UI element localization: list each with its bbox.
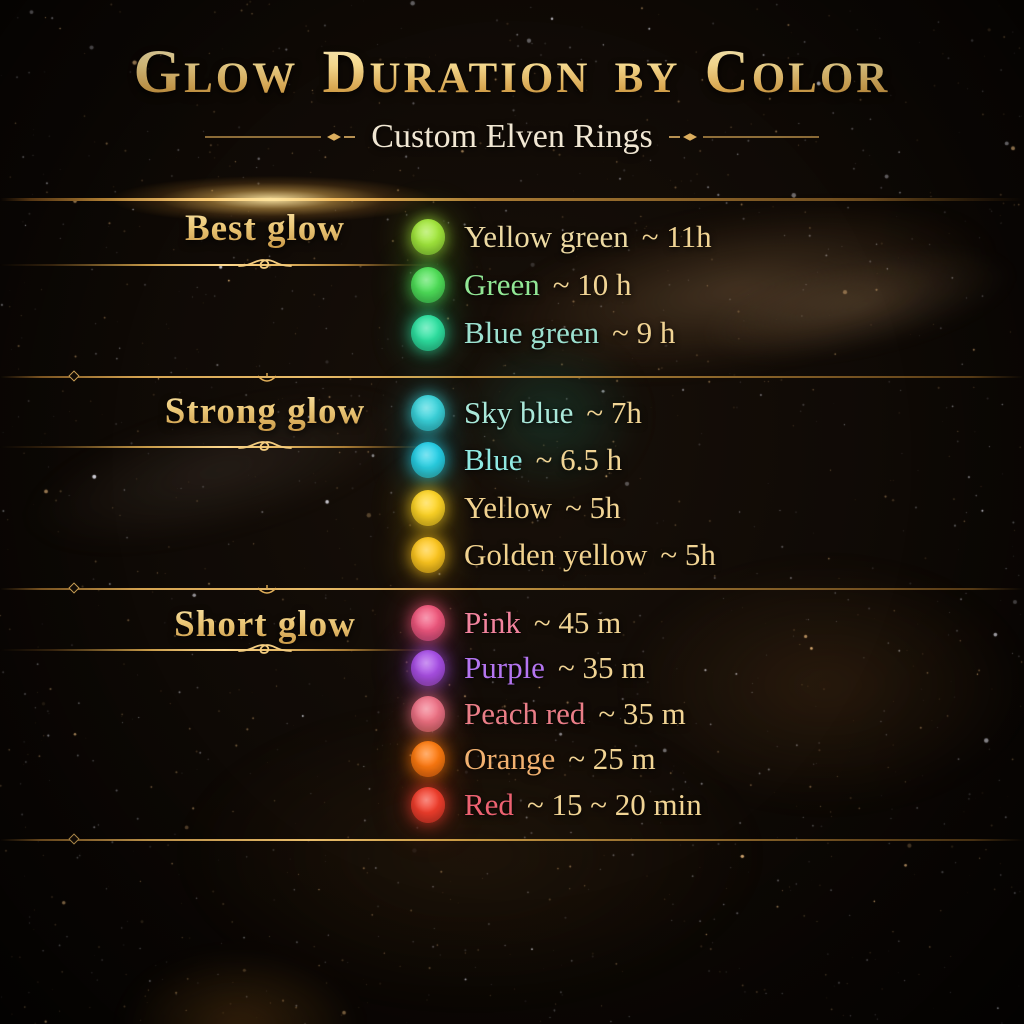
glow-dot-icon: [411, 695, 445, 732]
color-name: Yellow: [464, 489, 553, 525]
section-label: Best glow: [75, 207, 455, 250]
glow-dot-icon: [411, 537, 445, 574]
glow-duration: ~ 9 h: [612, 315, 676, 350]
glow-duration: ~ 11h: [641, 219, 712, 254]
glow-duration: ~ 15 ~ 20 min: [526, 786, 702, 822]
glow-duration: ~ 35 m: [598, 695, 686, 731]
glow-dot-icon: [411, 219, 445, 255]
color-row: Blue ~ 6.5 h: [411, 437, 716, 485]
divider: [0, 582, 1024, 594]
section-label: Short glow: [75, 603, 455, 646]
curl-icon: [238, 259, 292, 269]
color-name: Orange: [464, 741, 556, 777]
glow-dot-icon: [411, 650, 445, 687]
page-title: Glow Duration by Color: [0, 38, 1024, 108]
color-row: Red ~ 15 ~ 20 min: [411, 782, 702, 828]
subtitle-ornament-left: [205, 133, 356, 141]
color-row: Orange ~ 25 m: [411, 737, 702, 783]
color-name: Yellow green: [464, 219, 629, 254]
color-name: Blue: [464, 442, 523, 478]
color-row: Peach red ~ 35 m: [411, 691, 702, 737]
section-label: Strong glow: [75, 390, 455, 433]
chevron-ornament-icon: [257, 373, 277, 382]
flourish-ornament: [0, 640, 432, 660]
subtitle: Custom Elven Rings: [0, 118, 1024, 156]
flourish-ornament: [0, 437, 432, 457]
divider: [0, 370, 1024, 382]
glow-duration: ~ 6.5 h: [535, 442, 623, 478]
color-row: Blue green ~ 9 h: [411, 309, 712, 357]
glow-dot-icon: [411, 267, 445, 303]
color-row: Pink ~ 45 m: [411, 600, 702, 646]
glow-dot-icon: [411, 442, 445, 479]
glow-dot-icon: [411, 741, 445, 778]
row-group-best-glow: Yellow green ~ 11h Green ~ 10 h Blue green ~ …: [411, 213, 712, 357]
subtitle-ornament-right: [668, 133, 819, 141]
color-name: Golden yellow: [464, 537, 648, 573]
glow-dot-icon: [411, 489, 445, 526]
glow-duration: ~ 10 h: [552, 267, 632, 302]
color-name: Green: [464, 267, 540, 302]
chevron-ornament-icon: [257, 585, 277, 594]
section-heading-strong-glow: Strong glow: [75, 390, 455, 433]
row-group-strong-glow: Sky blue ~ 7h Blue ~ 6.5 h Yellow ~ 5h Golden …: [411, 389, 716, 579]
color-row: Sky blue ~ 7h: [411, 389, 716, 437]
color-name: Peach red: [464, 695, 586, 731]
subtitle-text: Custom Elven Rings: [371, 118, 653, 155]
section-heading-best-glow: Best glow: [75, 207, 455, 250]
glow-duration: ~ 25 m: [568, 741, 656, 777]
glow-dot-icon: [411, 786, 445, 823]
color-name: Red: [464, 786, 514, 822]
color-row: Yellow ~ 5h: [411, 484, 716, 532]
glow-duration: ~ 35 m: [557, 650, 646, 686]
color-name: Blue green: [464, 315, 600, 350]
divider-top: [0, 176, 1024, 223]
glow-duration: ~ 7h: [586, 394, 642, 430]
color-name: Pink: [464, 604, 521, 640]
section-heading-short-glow: Short glow: [75, 603, 455, 646]
divider-bottom: [0, 833, 1024, 845]
color-row: Purple ~ 35 m: [411, 646, 702, 692]
glow-duration: ~ 5h: [660, 537, 716, 573]
glow-duration: ~ 5h: [565, 489, 621, 525]
flourish-ornament: [0, 255, 432, 275]
color-row: Green ~ 10 h: [411, 261, 712, 309]
color-name: Purple: [464, 650, 545, 686]
glow-dot-icon: [411, 394, 445, 431]
color-name: Sky blue: [464, 394, 574, 430]
curl-icon: [238, 644, 292, 654]
color-row: Yellow green ~ 11h: [411, 213, 712, 261]
glow-dot-icon: [411, 315, 445, 351]
color-row: Golden yellow ~ 5h: [411, 532, 716, 580]
curl-icon: [238, 441, 292, 451]
row-group-short-glow: Pink ~ 45 m Purple ~ 35 m Peach red ~ 35 m Ora…: [411, 600, 702, 828]
glow-dot-icon: [411, 604, 445, 641]
glow-duration: ~ 45 m: [533, 604, 622, 640]
flare-glow: [112, 176, 432, 223]
